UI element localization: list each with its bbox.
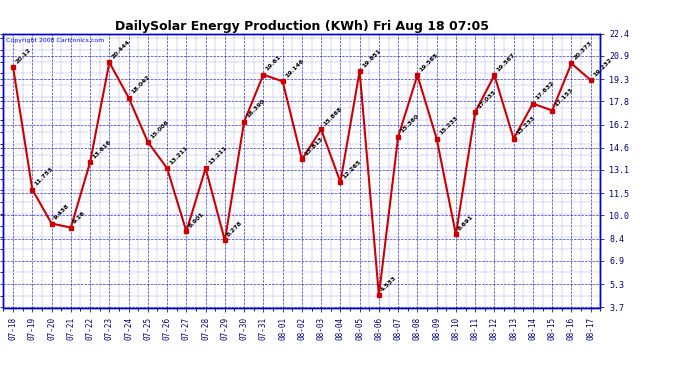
Text: 9.438: 9.438	[53, 203, 70, 221]
Text: 8.901: 8.901	[188, 211, 205, 229]
Text: 19.851: 19.851	[361, 48, 382, 68]
Text: 20.373: 20.373	[573, 40, 593, 61]
Text: 19.146: 19.146	[284, 58, 305, 79]
Text: 11.753: 11.753	[34, 166, 55, 187]
Text: 17.632: 17.632	[534, 80, 555, 101]
Text: 18.042: 18.042	[130, 74, 150, 95]
Text: 12.265: 12.265	[342, 159, 362, 179]
Text: 19.61: 19.61	[265, 54, 282, 72]
Text: 19.232: 19.232	[592, 57, 613, 77]
Text: 15.233: 15.233	[438, 115, 459, 136]
Text: 8.278: 8.278	[226, 220, 244, 238]
Text: 20.444: 20.444	[110, 39, 131, 60]
Text: 13.813: 13.813	[304, 136, 324, 157]
Text: 9.16: 9.16	[72, 210, 87, 225]
Text: 19.565: 19.565	[419, 52, 440, 72]
Text: 15.360: 15.360	[400, 113, 420, 134]
Text: 17.153: 17.153	[553, 87, 574, 108]
Text: Copyright 2008 Cartronics.com: Copyright 2008 Cartronics.com	[6, 38, 105, 43]
Text: 13.616: 13.616	[92, 139, 112, 159]
Text: 15.868: 15.868	[322, 106, 343, 127]
Text: 17.035: 17.035	[477, 89, 497, 110]
Title: DailySolar Energy Production (KWh) Fri Aug 18 07:05: DailySolar Energy Production (KWh) Fri A…	[115, 20, 489, 33]
Text: 19.567: 19.567	[496, 52, 517, 72]
Text: 15.233: 15.233	[515, 115, 535, 136]
Text: 8.691: 8.691	[457, 214, 475, 232]
Text: 13.211: 13.211	[207, 145, 228, 165]
Text: 16.390: 16.390	[246, 98, 266, 119]
Text: 4.533: 4.533	[380, 275, 398, 292]
Text: 20.12: 20.12	[14, 47, 32, 64]
Text: 13.211: 13.211	[168, 145, 189, 165]
Text: 15.006: 15.006	[149, 119, 170, 139]
